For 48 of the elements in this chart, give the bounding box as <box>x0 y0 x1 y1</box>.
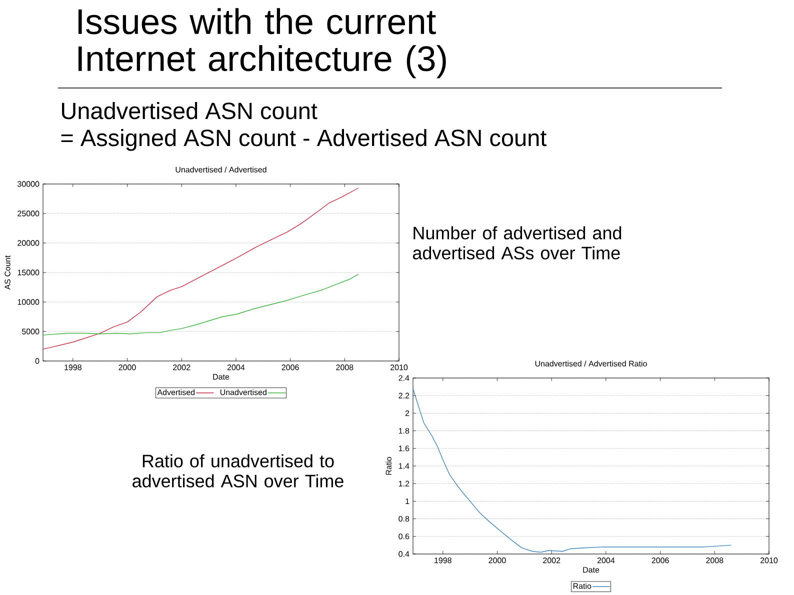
y-tick-label: 10000 <box>18 299 40 305</box>
x-tick-label: 2000 <box>118 364 136 370</box>
y-tick-label: 2 <box>405 410 410 416</box>
x-axis-title: Date <box>583 567 600 573</box>
text: = Assigned ASN count - Advertised ASN count <box>61 128 547 151</box>
y-tick-label: 0 <box>35 358 40 364</box>
y-tick-label: 1.4 <box>398 463 410 469</box>
y-tick-label: 20000 <box>18 240 40 246</box>
y-tick-label: 0.6 <box>398 534 410 540</box>
chart-title: Unadvertised / Advertised Ratio <box>535 360 647 366</box>
x-tick-label: 2006 <box>652 558 669 564</box>
y-tick-label: 0.4 <box>398 551 410 557</box>
legend-label: Unadvertised <box>220 389 266 396</box>
line-series <box>43 274 359 336</box>
line-series <box>43 188 359 350</box>
y-tick-label: 5000 <box>22 328 40 334</box>
y-tick-label: 1.2 <box>398 480 410 486</box>
y-axis-title: AS Count <box>4 255 10 290</box>
x-tick-label: 2002 <box>543 558 560 564</box>
y-tick-label: 1 <box>406 498 410 504</box>
y-tick-label: 15000 <box>18 270 40 276</box>
y-axis-title: Ratio <box>386 457 392 475</box>
x-tick-label: 2008 <box>336 364 354 370</box>
x-tick-label: 2010 <box>760 558 778 564</box>
text: Ratio of unadvertised to advertised ASN over Time <box>132 454 344 488</box>
y-tick-label: 2.4 <box>398 375 410 381</box>
y-tick-label: 30000 <box>18 181 40 187</box>
y-tick-label: 2.2 <box>398 392 410 398</box>
text: Number of advertised and advertised ASs over Time <box>412 226 622 260</box>
chart-title: Unadvertised / Advertised <box>176 166 266 172</box>
x-tick-label: 2010 <box>390 364 408 370</box>
text: Unadvertised ASN count <box>62 102 318 120</box>
x-tick-label: 2006 <box>282 364 299 370</box>
y-tick-label: 25000 <box>18 210 40 216</box>
x-tick-label: 1998 <box>434 558 452 564</box>
x-axis-title: Date <box>213 374 230 380</box>
x-tick-label: 1998 <box>64 364 82 370</box>
x-tick-label: 2008 <box>706 558 724 564</box>
y-tick-label: 1.8 <box>398 428 410 434</box>
x-tick-label: 2000 <box>488 558 506 564</box>
x-tick-label: 2004 <box>597 558 615 564</box>
y-tick-label: 1.6 <box>398 446 410 452</box>
legend-label: Advertised <box>157 389 195 396</box>
y-tick-label: 0.8 <box>398 516 410 522</box>
text: Issues with the current Internet architecture (3) <box>78 8 446 78</box>
x-tick-label: 2002 <box>173 364 190 370</box>
legend-label: Ratio <box>573 582 592 589</box>
x-tick-label: 2004 <box>227 364 245 370</box>
